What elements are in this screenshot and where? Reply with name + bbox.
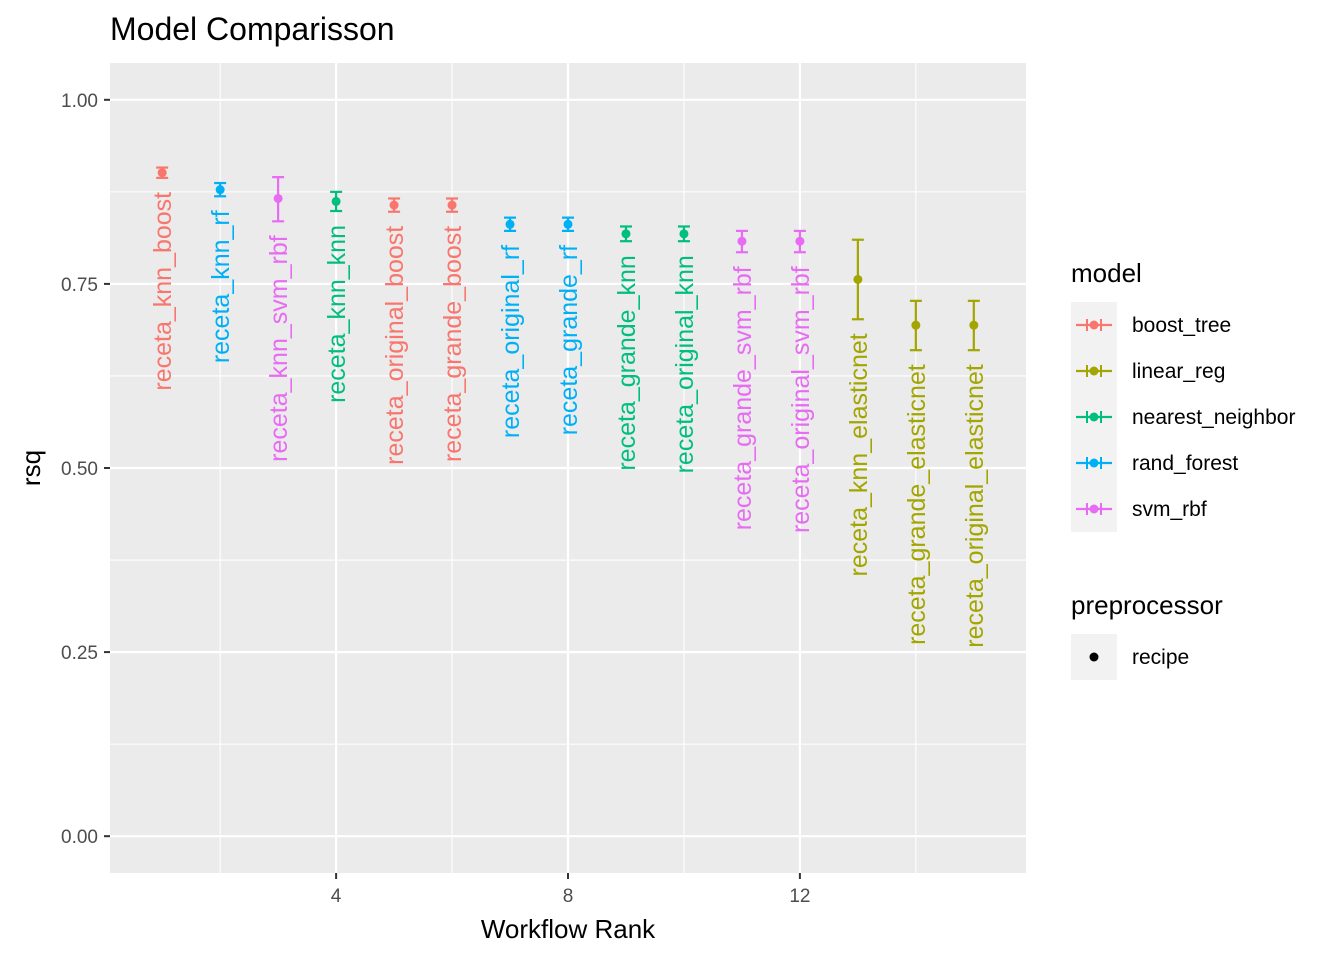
workflow-7: receta_original_rf: [497, 216, 525, 438]
workflow-11: receta_grande_svm_rbf: [729, 229, 757, 530]
legend-label: boost_tree: [1132, 314, 1231, 337]
data-point: [737, 236, 747, 246]
legend-key-point: [1089, 504, 1099, 514]
workflow-label: receta_original_rf: [497, 245, 525, 438]
workflow-8: receta_grande_rf: [555, 216, 583, 435]
data-point: [969, 320, 979, 330]
workflow-12: receta_original_svm_rbf: [787, 229, 815, 533]
legend-label: svm_rbf: [1132, 498, 1207, 521]
legend-item-svm_rbf: svm_rbf: [1071, 486, 1207, 532]
workflow-6: receta_grande_boost: [439, 197, 467, 462]
workflow-label: receta_grande_elasticnet: [903, 364, 931, 645]
workflow-label: receta_original_knn: [671, 255, 699, 473]
data-point: [157, 168, 167, 178]
workflow-label: receta_knn_rf: [207, 210, 235, 363]
legend-key-point: [1089, 320, 1099, 330]
data-point: [273, 193, 283, 203]
legend-key-point: [1089, 458, 1099, 468]
y-tick-label: 0.75: [61, 275, 98, 296]
legend-title-model: model: [1071, 258, 1142, 288]
chart-title: Model Comparisson: [110, 11, 395, 47]
y-tick-label: 0.50: [61, 459, 98, 480]
legend-title-preprocessor: preprocessor: [1071, 590, 1223, 620]
y-axis-title: rsq: [16, 450, 46, 486]
legend-label: rand_forest: [1132, 452, 1238, 475]
workflow-label: receta_original_elasticnet: [961, 364, 989, 648]
data-point: [911, 320, 921, 330]
workflow-label: receta_original_boost: [381, 226, 409, 465]
y-axis: 0.00 0.25 0.50 0.75 1.00: [61, 91, 110, 848]
legend-key-point: [1089, 412, 1099, 422]
workflow-3: receta_knn_svm_rbf: [265, 176, 293, 462]
x-tick-label: 12: [789, 886, 810, 907]
legend-label: nearest_neighbor: [1132, 406, 1295, 429]
workflow-label: receta_knn_knn: [323, 225, 351, 403]
workflow-10: receta_original_knn: [671, 225, 699, 473]
workflow-label: receta_knn_svm_rbf: [265, 235, 293, 462]
x-tick-label: 4: [331, 886, 342, 907]
workflow-5: receta_original_boost: [381, 197, 409, 465]
workflow-label: receta_grande_rf: [555, 245, 583, 435]
workflow-1: receta_knn_boost: [149, 166, 177, 391]
workflow-2: receta_knn_rf: [207, 181, 235, 363]
workflow-label: receta_knn_elasticnet: [845, 333, 873, 576]
x-tick-label: 8: [563, 886, 574, 907]
y-tick-label: 1.00: [61, 91, 98, 112]
data-point: [795, 236, 805, 246]
y-tick-label: 0.25: [61, 643, 98, 664]
data-point: [853, 274, 863, 284]
workflow-15: receta_original_elasticnet: [961, 299, 989, 648]
data-point: [331, 196, 341, 206]
grid-lines: [110, 63, 1026, 873]
workflow-label: receta_knn_boost: [149, 192, 177, 391]
workflow-4: receta_knn_knn: [323, 190, 351, 403]
legend-label: linear_reg: [1132, 360, 1225, 383]
data-point: [505, 219, 515, 229]
workflow-label: receta_grande_knn: [613, 255, 641, 470]
data-point: [563, 219, 573, 229]
workflow-14: receta_grande_elasticnet: [903, 299, 931, 645]
x-axis-title: Workflow Rank: [481, 914, 656, 944]
legend-item-nearest_neighbor: nearest_neighbor: [1071, 394, 1295, 440]
x-axis: 4 8 12: [331, 873, 810, 907]
legend-item-linear_reg: linear_reg: [1071, 348, 1225, 394]
legend-item-boost_tree: boost_tree: [1071, 302, 1231, 348]
legend-label: recipe: [1132, 646, 1189, 669]
legend-item-recipe: recipe: [1071, 634, 1189, 680]
workflow-label: receta_grande_svm_rbf: [729, 266, 757, 530]
workflow-label: receta_original_svm_rbf: [787, 266, 815, 533]
legend-item-rand_forest: rand_forest: [1071, 440, 1238, 486]
legend-key-point: [1089, 652, 1099, 662]
data-point: [215, 185, 225, 195]
legend: model boost_tree linear_reg nearest_neighbo…: [1071, 258, 1295, 680]
data-point: [389, 200, 399, 210]
y-tick-label: 0.00: [61, 827, 98, 848]
data-point: [621, 229, 631, 239]
workflow-label: receta_grande_boost: [439, 226, 467, 462]
data-point: [679, 229, 689, 239]
workflow-9: receta_grande_knn: [613, 225, 641, 471]
data-marks: receta_knn_boost receta_knn_rf receta_knn_…: [149, 166, 989, 648]
workflow-13: receta_knn_elasticnet: [845, 238, 873, 576]
legend-key-point: [1089, 366, 1099, 376]
data-point: [447, 200, 457, 210]
